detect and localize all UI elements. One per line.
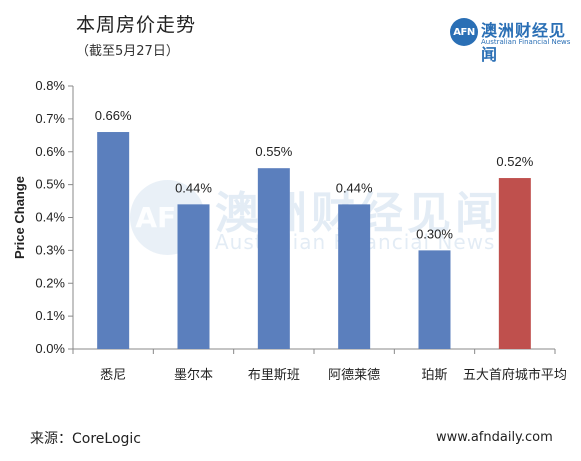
y-tick-label: 0.4% (35, 210, 65, 225)
afn-logo-mark: AFN (450, 18, 478, 46)
y-tick-label: 0.5% (35, 177, 65, 192)
y-tick-label: 0.2% (35, 275, 65, 290)
chart-title: 本周房价走势 (76, 14, 197, 36)
x-tick-label: 五大首府城市平均 (463, 367, 567, 383)
data-label: 0.55% (255, 144, 292, 159)
y-tick-label: 0.0% (35, 341, 65, 356)
x-tick-label: 布里斯班 (248, 368, 300, 383)
afn-logo-name: 澳洲财经见闻 (481, 21, 567, 64)
bar (498, 178, 531, 349)
y-tick-label: 0.6% (35, 144, 65, 159)
data-label: 0.44% (175, 180, 212, 195)
data-label: 0.52% (496, 154, 533, 169)
data-label: 0.66% (95, 108, 132, 123)
bar (177, 204, 210, 349)
bar (257, 168, 290, 349)
data-label: 0.30% (416, 226, 453, 241)
y-tick-label: 0.3% (35, 242, 65, 257)
website-url[interactable]: www.afndaily.com (436, 430, 553, 445)
x-tick-label: 悉尼 (100, 368, 126, 383)
y-tick-label: 0.7% (35, 111, 65, 126)
bar (97, 132, 130, 349)
x-tick-label: 墨尔本 (174, 368, 213, 383)
x-tick-label: 珀斯 (421, 368, 447, 383)
bar (418, 250, 451, 349)
afn-logo: AFN 澳洲财经见闻 Australian Financial News (450, 16, 575, 64)
data-label: 0.44% (336, 180, 373, 195)
chart-subtitle: （截至5月27日） (76, 44, 179, 59)
bar (338, 204, 371, 349)
source-note: 来源：CoreLogic (30, 431, 141, 447)
y-axis-label: Price Change (12, 176, 27, 259)
y-tick-label: 0.1% (35, 308, 65, 323)
y-tick-label: 0.8% (35, 78, 65, 93)
afn-logo-english: Australian Financial News (481, 38, 571, 46)
x-tick-label: 阿德莱德 (328, 368, 380, 383)
